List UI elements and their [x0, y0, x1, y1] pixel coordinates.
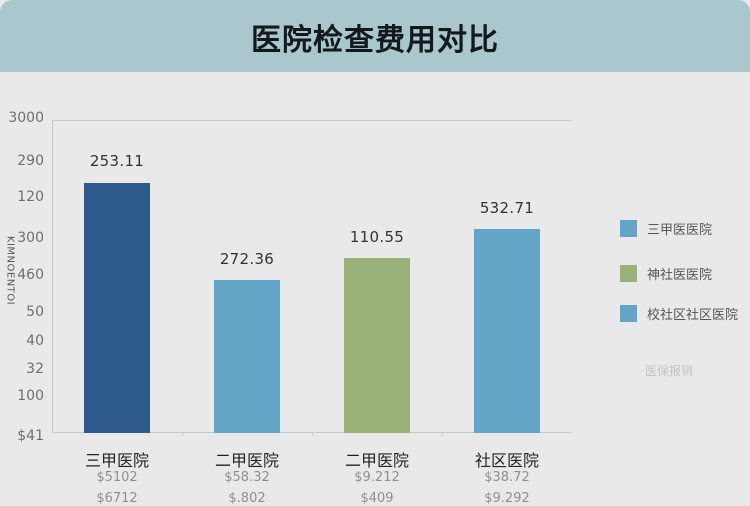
bar-value-label: 272.36: [219, 250, 275, 268]
x-tick-mark: [312, 432, 313, 436]
bar-value-label: 253.11: [89, 152, 145, 170]
bar-san-jia[interactable]: [84, 183, 150, 433]
category-label: 三甲医院: [84, 451, 149, 470]
bar-er-jia-2[interactable]: [344, 258, 410, 433]
y-tick: 120: [17, 189, 44, 205]
y-tick: 300: [17, 230, 44, 246]
y-tick: $41: [17, 428, 44, 444]
legend-item[interactable]: 神社医医院: [620, 264, 712, 283]
legend-label: 神社医医院: [647, 268, 713, 283]
y-tick: 32: [26, 361, 44, 377]
category-sublabel: $58.32: [224, 470, 270, 485]
bar-value-label: 110.55: [349, 228, 405, 246]
category-label: 二甲医院: [344, 451, 409, 470]
category-sublabel: $6712: [96, 491, 138, 506]
legend-item[interactable]: 校社区社区医院: [620, 304, 738, 323]
legend-swatch: [620, 220, 637, 237]
y-tick: 3000: [8, 110, 44, 126]
chart-title: 医院检查费用对比: [251, 23, 499, 58]
chart-header: 医院检查费用对比: [0, 0, 750, 72]
category-sublabel: $409: [360, 491, 394, 506]
y-tick: 460: [17, 267, 44, 283]
legend-label: 校社区社区医院: [647, 308, 739, 323]
y-tick: 100: [17, 388, 44, 404]
category-label: 社区医院: [474, 451, 539, 470]
x-tick-mark: [442, 432, 443, 436]
bar-value-label: 532.71: [479, 199, 535, 217]
y-tick: 40: [26, 333, 44, 349]
legend-swatch: [620, 305, 637, 322]
y-axis-label: KIMNOENTOI: [4, 235, 16, 306]
category-sublabel: $.802: [228, 491, 266, 506]
x-tick-mark: [182, 432, 183, 436]
category-label: 二甲医院: [214, 451, 279, 470]
y-tick: 290: [17, 153, 44, 169]
category-sublabel: $38.72: [484, 470, 530, 485]
legend-item[interactable]: 三甲医医院: [620, 219, 712, 238]
legend-swatch: [620, 265, 637, 282]
category-sublabel: $9.212: [354, 470, 400, 485]
bar-er-jia-1[interactable]: [214, 280, 280, 433]
category-sublabel: $5102: [96, 470, 138, 485]
legend-note: 医保报销: [645, 364, 694, 378]
bar-community[interactable]: [474, 229, 540, 433]
y-tick: 50: [26, 304, 44, 320]
legend-label: 三甲医医院: [647, 223, 713, 238]
category-sublabel: $9.292: [484, 491, 530, 506]
